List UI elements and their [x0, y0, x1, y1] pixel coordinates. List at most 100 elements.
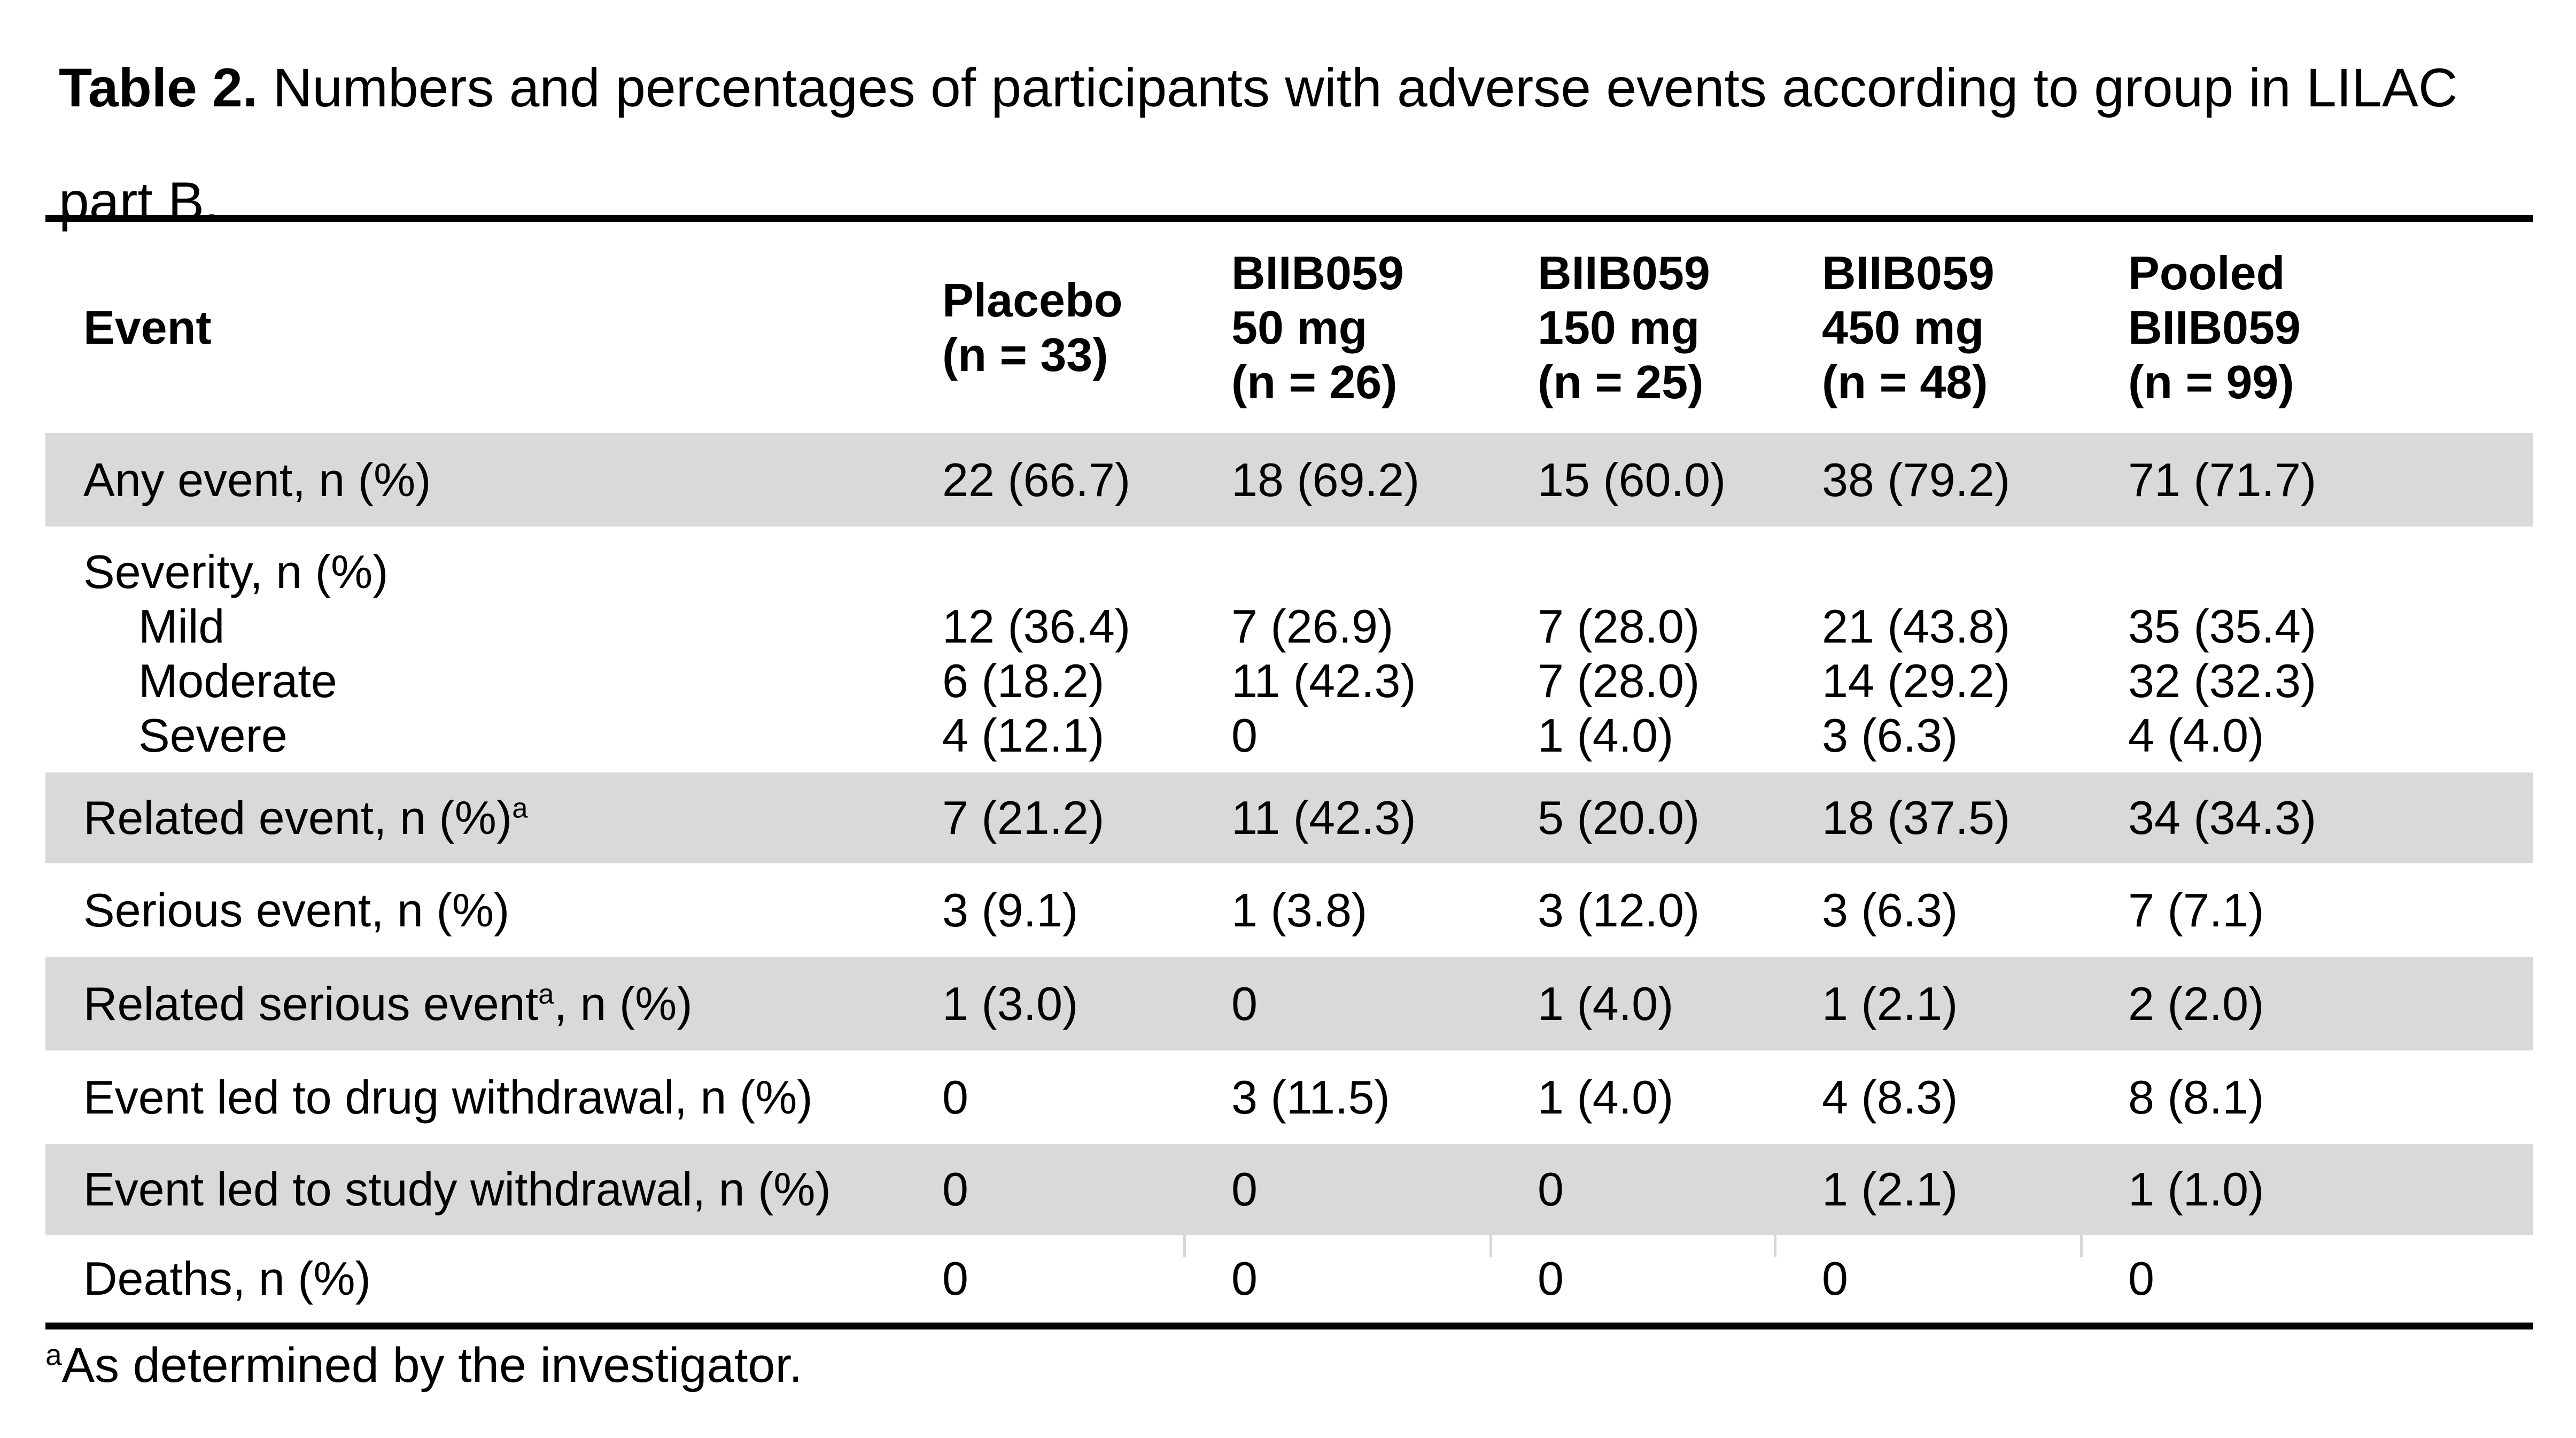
cell-value: 7 (26.9)	[1231, 600, 1394, 653]
cell-value: 18 (37.5)	[1774, 772, 2080, 863]
cell-value: 38 (79.2)	[1774, 433, 2080, 527]
cell-divider	[1774, 1235, 1776, 1257]
header-line: 50 mg	[1231, 300, 1368, 354]
cell-value: 4 (12.1)	[942, 709, 1105, 762]
header-cell-pooled-biib059: Pooled BIIB059 (n = 99)	[2080, 222, 2533, 433]
cell-value: 21 (43.8)	[1822, 600, 2011, 653]
cell-value: 71 (71.7)	[2080, 433, 2533, 527]
cell-value: 1 (2.1)	[1774, 1144, 2080, 1235]
header-line: (n = 48)	[1822, 355, 1988, 408]
cell-value: 1 (1.0)	[2080, 1144, 2533, 1235]
severity-severe-label: Severe	[138, 709, 288, 762]
row-label-related-event: Related event, n (%)a	[45, 772, 894, 863]
top-rule	[45, 215, 2533, 222]
cell-value: 3 (6.3)	[1822, 883, 1958, 937]
cell-value: 32 (32.3)	[2128, 654, 2317, 707]
header-line: BIIB059	[2128, 300, 2301, 354]
cell-value: 15 (60.0)	[1489, 433, 1774, 527]
cell-value: 22 (66.7)	[894, 433, 1183, 527]
cell-value: 0	[1538, 1252, 1564, 1305]
cell-value: 2 (2.0)	[2080, 957, 2533, 1050]
cell-value: 0	[894, 1144, 1183, 1235]
cell-value: 4 (8.3)	[1822, 1070, 1958, 1124]
cell-value: 5 (20.0)	[1489, 772, 1774, 863]
footnote-marker: a	[512, 792, 528, 824]
cell-severity-values: 21 (43.8) 14 (29.2) 3 (6.3)	[1774, 527, 2080, 772]
header-line: Placebo	[942, 273, 1123, 327]
severity-mild-label: Mild	[138, 600, 225, 653]
cell-value: 14 (29.2)	[1822, 654, 2011, 707]
cell-value: 1 (4.0)	[1489, 957, 1774, 1050]
row-label-severity: Severity, n (%) Mild Moderate Severe	[45, 527, 894, 772]
header-cell-placebo: Placebo (n = 33)	[894, 222, 1183, 433]
table-title: Table 2. Numbers and percentages of part…	[59, 31, 2458, 259]
table-footnote: aAs determined by the investigator.	[45, 1335, 803, 1395]
row-label-deaths: Deaths, n (%)	[83, 1252, 371, 1305]
cell-value: 1 (2.1)	[1774, 957, 2080, 1050]
cell-value: 0	[942, 1070, 968, 1124]
cell-value: 4 (4.0)	[2128, 709, 2264, 762]
cell-value: 0	[1822, 1252, 1848, 1305]
cell-value: 1 (3.0)	[894, 957, 1183, 1050]
table-number: Table 2.	[59, 57, 258, 118]
row-label-any-event: Any event, n (%)	[45, 433, 894, 527]
row-label-study-withdrawal: Event led to study withdrawal, n (%)	[45, 1144, 894, 1235]
header-label: Event	[83, 300, 212, 354]
cell-severity-values: 7 (26.9) 11 (42.3) 0	[1183, 527, 1489, 772]
cell-value: 7 (7.1)	[2128, 883, 2264, 937]
header-cell-biib059-50mg: BIIB059 50 mg (n = 26)	[1183, 222, 1489, 433]
row-label-related-serious-event: Related serious eventa, n (%)	[45, 957, 894, 1050]
cell-value: 0	[1231, 709, 1258, 762]
severity-moderate-label: Moderate	[138, 654, 337, 707]
header-line: (n = 33)	[942, 328, 1108, 381]
bottom-rule	[45, 1323, 2533, 1329]
footnote-marker: a	[45, 1338, 62, 1372]
cell-value: 11 (42.3)	[1231, 654, 1416, 707]
cell-value: 1 (4.0)	[1538, 1070, 1674, 1124]
cell-value: 0	[1183, 1144, 1489, 1235]
header-cell-biib059-450mg: BIIB059 450 mg (n = 48)	[1774, 222, 2080, 433]
cell-value: 0	[2128, 1252, 2154, 1305]
footnote-text: As determined by the investigator.	[61, 1338, 803, 1393]
cell-divider	[1183, 1235, 1186, 1257]
header-line: BIIB059	[1231, 246, 1404, 299]
cell-severity-values: 12 (36.4) 6 (18.2) 4 (12.1)	[894, 527, 1183, 772]
cell-value: 1 (4.0)	[1538, 709, 1674, 762]
header-line: 150 mg	[1538, 300, 1700, 354]
cell-value: 6 (18.2)	[942, 654, 1105, 707]
table-title-text: Numbers and percentages of participants …	[258, 57, 2458, 118]
cell-divider	[2080, 1235, 2083, 1257]
cell-value: 34 (34.3)	[2080, 772, 2533, 863]
row-label-serious-event: Serious event, n (%)	[83, 883, 510, 937]
cell-value: 35 (35.4)	[2128, 600, 2317, 653]
cell-value: 11 (42.3)	[1183, 772, 1489, 863]
cell-value: 3 (12.0)	[1538, 883, 1700, 937]
row-label-drug-withdrawal: Event led to drug withdrawal, n (%)	[83, 1070, 813, 1124]
cell-value: 0	[1489, 1144, 1774, 1235]
cell-value: 7 (21.2)	[894, 772, 1183, 863]
adverse-events-table: Event Placebo (n = 33) BIIB059 50 mg (n = 2…	[45, 222, 2533, 1323]
header-line: (n = 25)	[1538, 355, 1704, 408]
header-line: Pooled	[2128, 246, 2285, 299]
cell-value: 0	[942, 1252, 968, 1305]
cell-severity-values: 7 (28.0) 7 (28.0) 1 (4.0)	[1489, 527, 1774, 772]
header-line: 450 mg	[1822, 300, 1984, 354]
header-line: BIIB059	[1822, 246, 1995, 299]
cell-value: 7 (28.0)	[1538, 654, 1700, 707]
cell-value: 0	[1231, 1252, 1258, 1305]
footnote-marker: a	[538, 978, 554, 1010]
severity-group-label: Severity, n (%)	[83, 545, 389, 598]
cell-value: 3 (6.3)	[1822, 709, 1958, 762]
cell-value: 0	[1183, 957, 1489, 1050]
table-title-line2: part B.	[59, 171, 220, 232]
header-cell-biib059-150mg: BIIB059 150 mg (n = 25)	[1489, 222, 1774, 433]
cell-value: 3 (11.5)	[1231, 1070, 1390, 1124]
table-title-line1: Table 2. Numbers and percentages of part…	[59, 31, 2458, 145]
header-line: (n = 26)	[1231, 355, 1398, 408]
cell-value: 1 (3.8)	[1231, 883, 1368, 937]
cell-value: 12 (36.4)	[942, 600, 1131, 653]
cell-value: 7 (28.0)	[1538, 600, 1700, 653]
cell-value: 18 (69.2)	[1183, 433, 1489, 527]
header-line: (n = 99)	[2128, 355, 2294, 408]
cell-severity-values: 35 (35.4) 32 (32.3) 4 (4.0)	[2080, 527, 2533, 772]
